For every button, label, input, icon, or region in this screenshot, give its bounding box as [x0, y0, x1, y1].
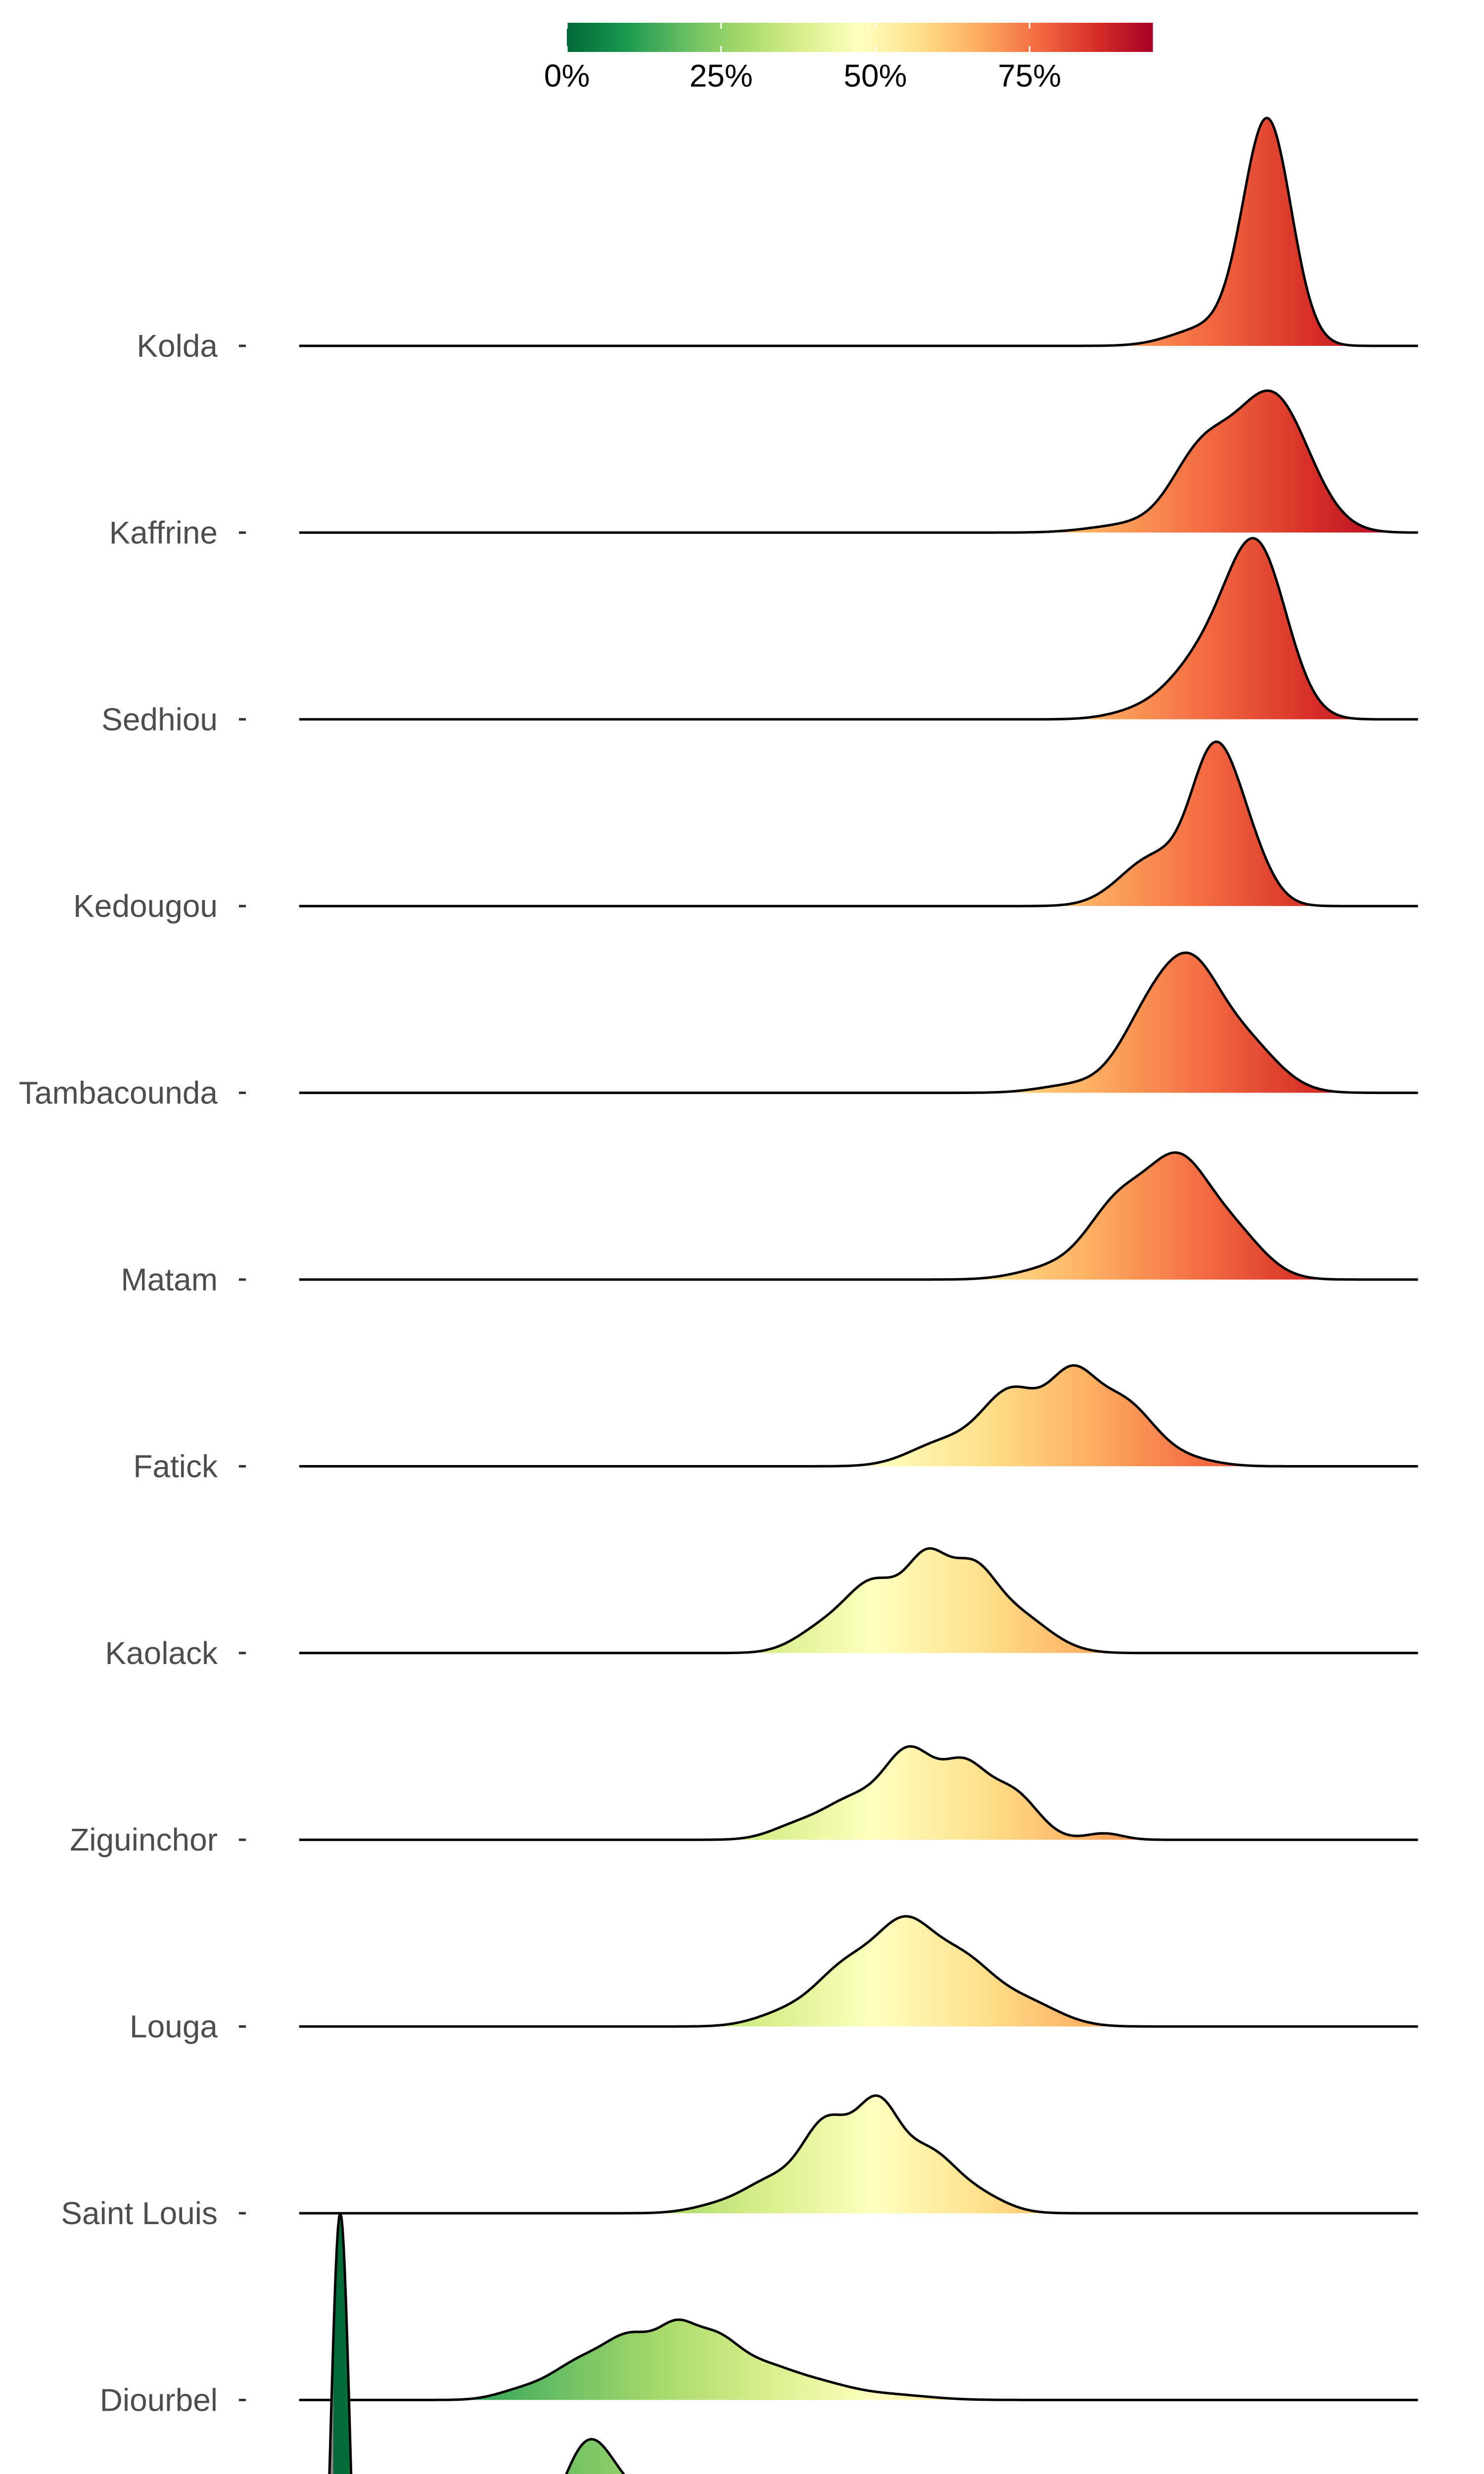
y-tick-label: Louga — [130, 2009, 218, 2045]
ridge-fill — [333, 1746, 1418, 1840]
colorbar-tick-label: 25% — [690, 58, 753, 94]
ridge-fill — [333, 1365, 1418, 1467]
ridge-saint-louis — [299, 2094, 1418, 2215]
y-tick-label: Matam — [121, 1262, 218, 1297]
ridge-louga — [299, 1915, 1418, 2028]
ridge-na-fill — [299, 742, 333, 906]
ridge-fill — [333, 390, 1418, 533]
colorbar-legend: 0% 25% 50% 75% — [544, 23, 1153, 94]
ridge-fill — [333, 1152, 1418, 1280]
y-tick-label: Diourbel — [100, 2382, 218, 2418]
ridge-dakar — [299, 2212, 1418, 2474]
y-tick-label: Kedougou — [73, 888, 218, 924]
y-tick-label: Tambacounda — [19, 1075, 218, 1111]
ridge-fill — [333, 2095, 1418, 2213]
ridge-na-fill — [299, 1365, 333, 1467]
ridge-na-fill — [299, 1548, 333, 1653]
ridge-kaffrine — [299, 389, 1418, 534]
ridge-fill — [333, 1548, 1418, 1653]
ridge-na-fill — [299, 390, 333, 533]
ridge-outline — [299, 952, 1418, 1094]
ridge-na-fill — [299, 952, 333, 1093]
ridge-kaolack — [299, 1547, 1418, 1655]
ridge-outline — [565, 2438, 625, 2474]
ridge-outline — [299, 537, 1418, 721]
ridge-fill — [333, 1916, 1418, 2027]
colorbar-tick-label: 0% — [544, 58, 590, 94]
ridge-outline — [299, 1151, 1418, 1281]
ridge-matam — [299, 1151, 1418, 1281]
ridge-outline — [299, 1547, 1418, 1655]
colorbar-tick-label: 75% — [998, 58, 1061, 94]
ridge-kedougou — [299, 740, 1418, 907]
ridge-na-fill — [299, 2439, 333, 2474]
ridge-ziguinchor — [299, 1745, 1418, 1841]
ridge-fill — [333, 538, 1418, 719]
ridges — [299, 117, 1418, 2474]
ridge-na-fill — [299, 1746, 333, 1840]
ridge-na-fill — [299, 2095, 333, 2213]
colorbar-tick-label: 50% — [843, 58, 907, 94]
ridge-outline — [299, 2318, 1418, 2401]
ridge-na-fill — [299, 538, 333, 719]
y-tick-label: Fatick — [133, 1448, 218, 1484]
ridge-fill — [333, 952, 1418, 1093]
y-tick-label: Kaffrine — [109, 515, 218, 550]
y-axis: Kolda Kaffrine Sedhiou Kedougou Tambacounda M… — [19, 328, 246, 2418]
y-tick-label: Ziguinchor — [70, 1822, 218, 1857]
ridge-outline — [299, 1915, 1418, 2028]
ridge-diourbel — [299, 2318, 1418, 2401]
ridge-na-fill — [299, 1152, 333, 1280]
colorbar-bar — [567, 23, 1153, 52]
ridge-fill — [333, 2439, 1418, 2474]
ridge-kolda — [299, 117, 1418, 347]
y-tick-label: Kaolack — [105, 1635, 218, 1671]
ridge-outline — [299, 740, 1418, 907]
ridge-tambacounda — [299, 952, 1418, 1094]
ridge-outline — [299, 117, 1418, 347]
y-tick-label: Sedhiou — [101, 702, 218, 737]
ridge-na-fill — [299, 118, 333, 346]
ridge-fill — [333, 2213, 1418, 2474]
ridge-fill — [333, 2320, 1418, 2400]
ridge-outline — [299, 1364, 1418, 1468]
ridge-outline — [299, 1745, 1418, 1841]
ridge-sedhiou — [299, 537, 1418, 721]
ridge-thies — [299, 2438, 1418, 2474]
y-tick-label: Kolda — [137, 328, 218, 364]
ridge-fatick — [299, 1364, 1418, 1468]
ridge-fill — [333, 742, 1418, 906]
ridge-na-fill — [299, 1916, 333, 2027]
ridge-na-fill — [299, 2320, 333, 2400]
ridge-outline — [328, 2212, 353, 2474]
ridge-na-fill — [299, 2213, 333, 2474]
ridge-outline — [299, 2094, 1418, 2215]
y-tick-label: Saint Louis — [61, 2195, 218, 2231]
ridge-outline — [299, 389, 1418, 534]
